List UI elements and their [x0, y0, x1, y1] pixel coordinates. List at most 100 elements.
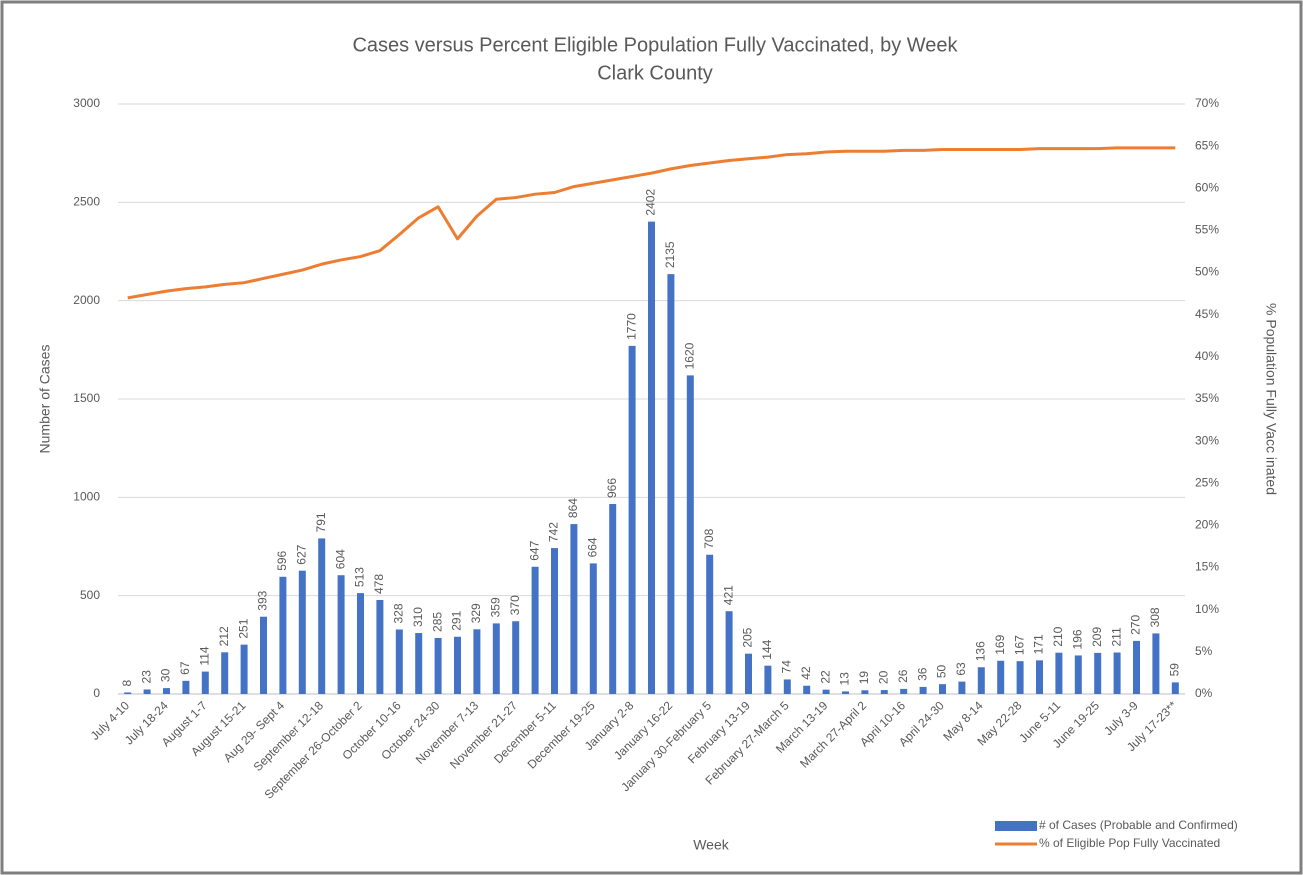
bar — [745, 653, 752, 694]
value-label: 604 — [333, 549, 347, 569]
value-label: 114 — [197, 646, 211, 665]
bar — [473, 629, 481, 694]
y2-tick-label: 25% — [1195, 475, 1219, 489]
legend-label: % of Eligible Pop Fully Vaccinated — [1039, 836, 1220, 850]
bar — [648, 221, 655, 694]
value-label: 647 — [527, 540, 541, 560]
bar — [725, 611, 733, 694]
bar — [1036, 660, 1043, 694]
bar — [512, 621, 520, 694]
bar — [124, 692, 132, 694]
y2-tick-label: 40% — [1195, 349, 1219, 363]
value-label: 26 — [896, 669, 910, 683]
bar — [415, 633, 423, 694]
value-label: 393 — [256, 590, 270, 610]
legend-swatch — [995, 821, 1037, 831]
value-label: 50 — [935, 664, 949, 678]
bar — [1113, 652, 1121, 694]
value-label: 30 — [159, 668, 173, 682]
value-label: 36 — [915, 667, 929, 681]
value-label: 20 — [876, 670, 890, 684]
value-label: 664 — [585, 537, 599, 557]
value-label: 2402 — [644, 189, 658, 216]
y-tick-label: 1500 — [73, 391, 100, 405]
bar — [880, 690, 888, 694]
value-label: 627 — [294, 544, 308, 564]
y-tick-label: 1000 — [73, 490, 100, 504]
value-label: 742 — [547, 522, 561, 542]
value-label: 144 — [760, 639, 774, 659]
y-tick-label: 2500 — [73, 195, 100, 209]
y2-tick-label: 0% — [1195, 686, 1213, 700]
bar — [900, 688, 908, 694]
bar — [434, 637, 442, 694]
value-label: 67 — [178, 661, 192, 675]
value-label: 42 — [799, 666, 813, 680]
bar — [1133, 640, 1140, 694]
value-label: 708 — [702, 528, 716, 548]
bar — [706, 554, 714, 694]
bar — [454, 636, 461, 694]
y2-tick-label: 20% — [1195, 518, 1219, 532]
value-label: 328 — [391, 603, 405, 623]
value-label: 136 — [973, 641, 987, 661]
value-label: 8 — [120, 679, 134, 686]
y2-tick-label: 35% — [1195, 391, 1219, 405]
value-label: 251 — [236, 618, 250, 638]
value-label: 210 — [1051, 626, 1065, 646]
value-label: 291 — [450, 610, 464, 630]
bar — [783, 679, 791, 694]
bar — [842, 691, 849, 694]
y2-tick-label: 15% — [1195, 560, 1219, 574]
bar — [376, 599, 384, 694]
value-label: 1770 — [624, 313, 638, 340]
value-label: 1620 — [682, 342, 696, 369]
bar — [357, 593, 364, 694]
bar — [163, 688, 170, 694]
y2-tick-label: 70% — [1195, 96, 1219, 110]
y2-tick-label: 10% — [1195, 602, 1219, 616]
bar — [977, 667, 985, 694]
bar — [686, 375, 694, 694]
y2-axis-title: % Population Fully Vacc inated — [1263, 303, 1279, 495]
value-label: 23 — [139, 670, 153, 684]
value-label: 329 — [469, 603, 483, 623]
value-label: 370 — [508, 595, 522, 615]
bar — [201, 671, 209, 694]
value-label: 421 — [721, 585, 735, 605]
bar — [492, 623, 500, 694]
bar — [997, 660, 1005, 694]
bar — [1171, 682, 1179, 694]
bar — [260, 616, 267, 694]
y-tick-label: 500 — [80, 588, 100, 602]
y-tick-label: 3000 — [73, 96, 100, 110]
value-label: 310 — [411, 607, 425, 627]
bar — [1055, 652, 1063, 694]
value-label: 63 — [954, 662, 968, 676]
value-label: 513 — [353, 567, 367, 587]
bar — [667, 274, 675, 694]
y2-tick-label: 45% — [1195, 307, 1219, 321]
y2-tick-label: 55% — [1195, 223, 1219, 237]
value-label: 13 — [838, 672, 852, 686]
bar — [337, 575, 345, 694]
bar — [1152, 633, 1160, 694]
bar — [143, 689, 151, 694]
bar — [531, 566, 539, 694]
bar — [1074, 655, 1082, 694]
value-label: 270 — [1129, 615, 1143, 635]
y2-tick-label: 30% — [1195, 433, 1219, 447]
line — [127, 146, 1176, 300]
value-label: 212 — [217, 626, 231, 646]
value-label: 22 — [818, 670, 832, 684]
chart-title: Cases versus Percent Eligible Population… — [352, 34, 958, 56]
bar — [589, 563, 597, 694]
bar — [1016, 661, 1024, 694]
value-label: 209 — [1090, 627, 1104, 647]
value-label: 59 — [1167, 663, 1181, 677]
chart-subtitle: Clark County — [597, 62, 713, 84]
bar — [551, 548, 558, 694]
y-axis-title: Number of Cases — [37, 345, 53, 454]
bar — [240, 644, 248, 694]
